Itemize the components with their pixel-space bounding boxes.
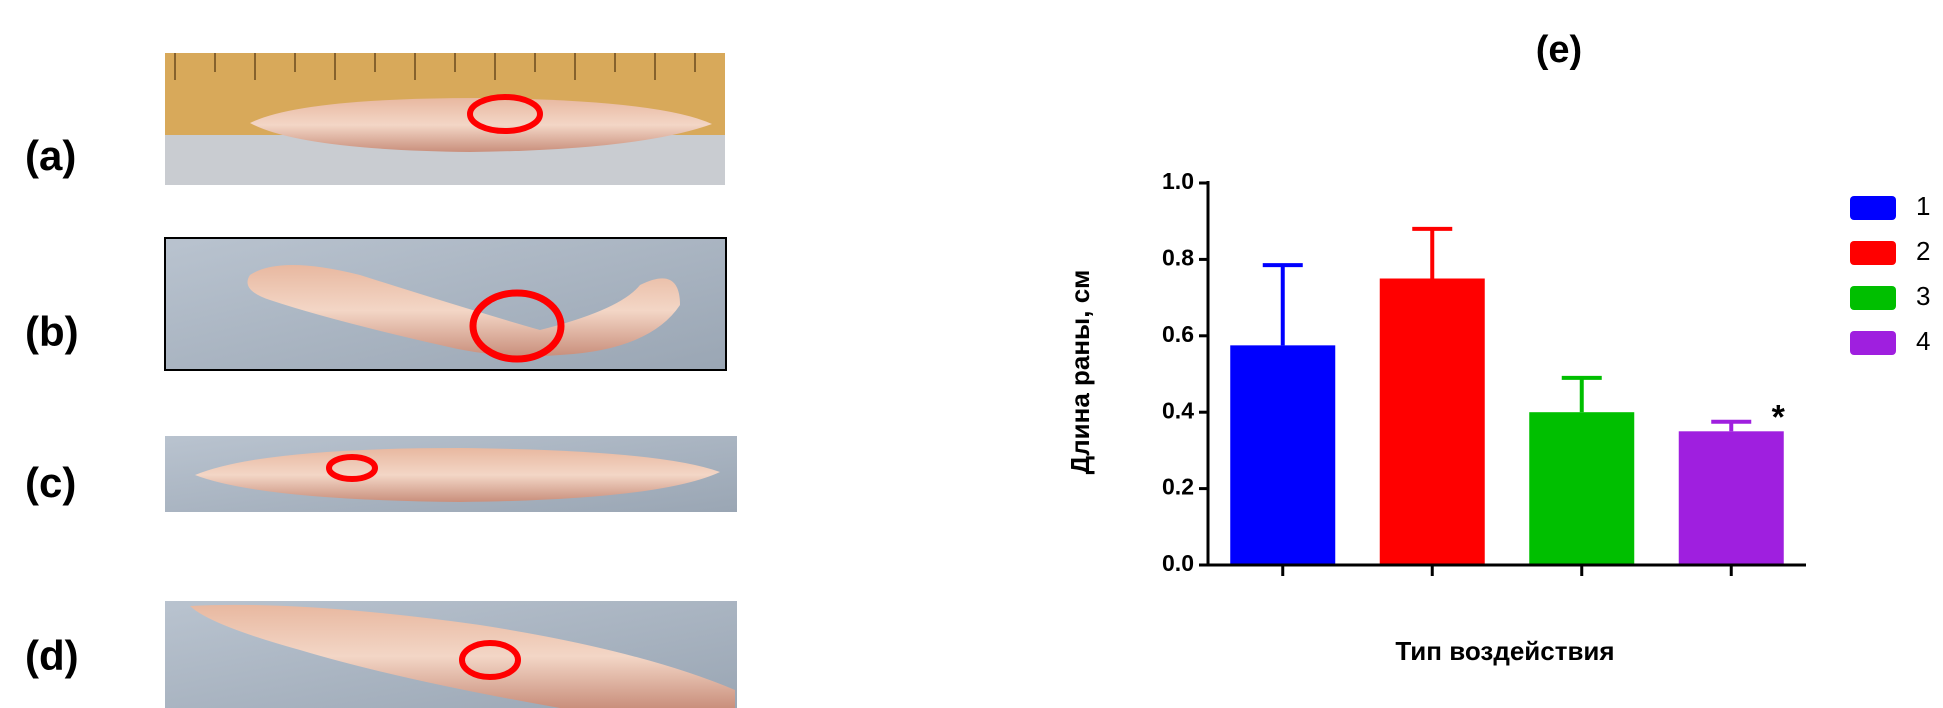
legend-label: 2	[1916, 236, 1930, 266]
bar	[1230, 345, 1335, 565]
bar	[1529, 412, 1634, 565]
panel-label: (c)	[25, 459, 76, 506]
x-axis-label: Тип воздействия	[1395, 636, 1614, 666]
panel-label: (d)	[25, 632, 79, 679]
annotation: *	[1772, 399, 1786, 437]
legend-swatch	[1850, 196, 1896, 220]
legend-label: 4	[1916, 326, 1930, 356]
y-tick-label: 0.8	[1162, 244, 1194, 270]
y-axis-label: Длина раны, см	[1065, 270, 1095, 475]
chart-title: (e)	[1536, 29, 1582, 71]
panel-label: (a)	[25, 132, 76, 179]
y-tick-label: 1.0	[1162, 168, 1194, 194]
figure: (a) (b) (c) (d) (e) Длина раны, см Тип воздейс…	[0, 0, 1943, 708]
photo-a	[165, 53, 725, 185]
legend-label: 1	[1916, 191, 1930, 221]
photo-d	[165, 601, 737, 708]
bar	[1380, 279, 1485, 566]
y-tick-label: 0.2	[1162, 474, 1194, 500]
bar	[1679, 431, 1784, 565]
legend-swatch	[1850, 331, 1896, 355]
y-tick-label: 0.4	[1162, 397, 1194, 423]
legend-swatch	[1850, 286, 1896, 310]
y-tick-label: 0.6	[1162, 321, 1194, 347]
photo-c	[165, 436, 737, 512]
page: {"panels": ["(a)", "(b)", "(c)", "(d)"],…	[0, 0, 1943, 708]
legend-label: 3	[1916, 281, 1930, 311]
legend-swatch	[1850, 241, 1896, 265]
photo-b	[165, 238, 726, 370]
y-tick-label: 0.0	[1162, 550, 1194, 576]
panel-label: (b)	[25, 308, 79, 355]
